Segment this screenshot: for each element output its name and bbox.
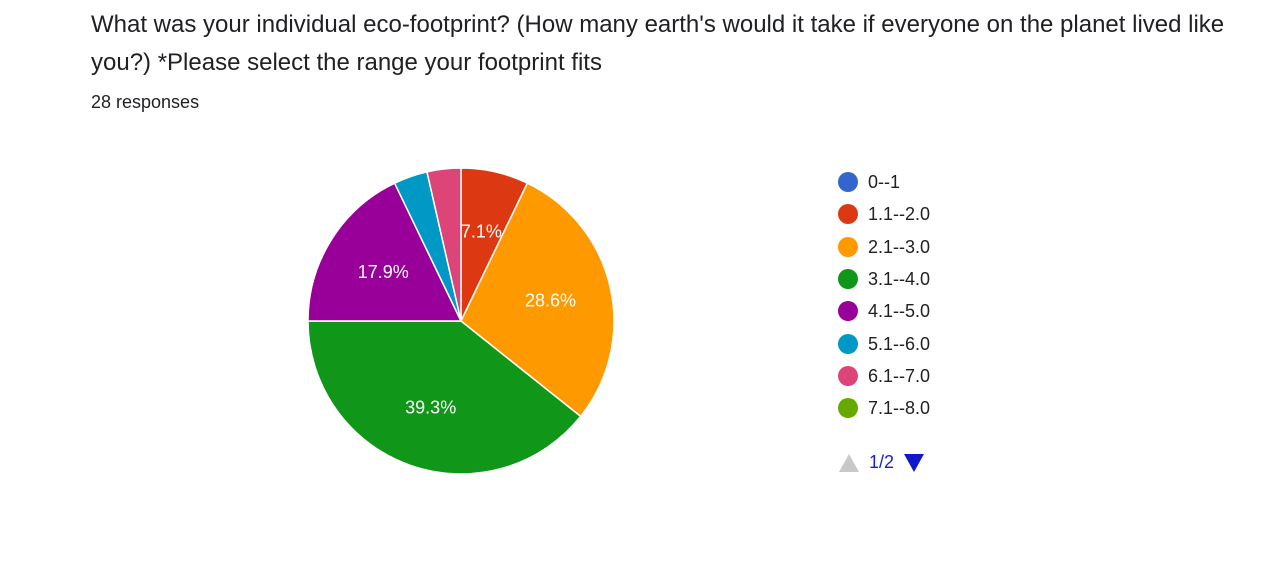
legend-item[interactable]: 1.1--2.0	[838, 198, 1098, 230]
legend-item[interactable]: 7.1--8.0	[838, 392, 1098, 424]
pie-slice-label: 7.1%	[461, 222, 502, 242]
pie-slice-6.1--7.0[interactable]	[426, 167, 462, 322]
legend-item[interactable]: 5.1--6.0	[838, 327, 1098, 359]
response-count: 28 responses	[91, 92, 200, 112]
legend-label: 0--1	[868, 172, 901, 193]
legend-color-icon	[838, 365, 858, 386]
pie-slice-3.1--4.0[interactable]	[307, 320, 582, 475]
legend-color-icon	[838, 301, 858, 322]
legend-item[interactable]: 6.1--7.0	[838, 360, 1098, 392]
question-title: What was your individual eco-footprint? …	[91, 11, 1225, 76]
legend-item[interactable]: 4.1--5.0	[838, 295, 1098, 327]
pie-slice-labels: 7.1% 28.6% 39.3% 17.9%	[358, 222, 576, 418]
legend-prev-page-icon[interactable]	[839, 453, 859, 472]
legend-label: 2.1--3.0	[868, 236, 931, 257]
pie-slice-4.1--5.0[interactable]	[307, 182, 463, 322]
legend-label: 3.1--4.0	[868, 269, 931, 290]
legend-label: 5.1--6.0	[868, 333, 931, 354]
legend-color-icon	[838, 204, 858, 225]
pie-slice-label: 17.9%	[358, 262, 409, 282]
legend-label: 1.1--2.0	[868, 204, 931, 225]
legend-pager: 1/2	[839, 452, 925, 473]
legend-color-icon	[838, 333, 858, 354]
legend-item[interactable]: 3.1--4.0	[838, 263, 1098, 295]
pie-slice-label: 28.6%	[525, 291, 576, 311]
legend-item[interactable]: 0--1	[838, 166, 1098, 198]
legend-label: 6.1--7.0	[868, 365, 931, 386]
legend-item[interactable]: 2.1--3.0	[838, 231, 1098, 263]
legend-color-icon	[838, 236, 858, 257]
pie-slice-label: 39.3%	[405, 398, 456, 418]
legend-color-icon	[838, 172, 858, 193]
pie-slice-2.1--3.0[interactable]	[460, 182, 615, 418]
pie-slices	[307, 167, 615, 475]
legend-color-icon	[838, 269, 858, 290]
legend-page-indicator: 1/2	[869, 452, 895, 472]
legend-label: 7.1--8.0	[868, 398, 931, 419]
legend-next-page-icon[interactable]	[904, 453, 925, 472]
legend-label: 4.1--5.0	[868, 301, 931, 322]
chart-legend: 0--1 1.1--2.0 2.1--3.0 3.1--4.0 4.1--5.0 5.1-…	[838, 166, 1098, 424]
legend-color-icon	[838, 398, 858, 419]
